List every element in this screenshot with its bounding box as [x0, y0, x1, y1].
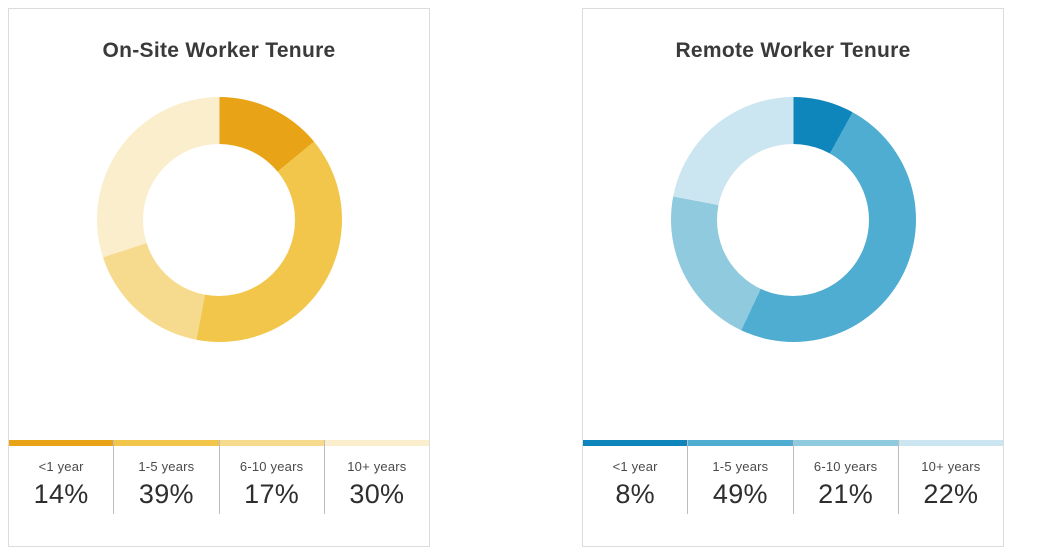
legend-label: 6-10 years: [239, 459, 304, 474]
donut-hole: [143, 143, 295, 296]
legend-value: 8%: [615, 479, 655, 509]
legend-swatch: [114, 440, 219, 446]
legend-item: <1 year 8%: [583, 440, 688, 514]
chart-title: Remote Worker Tenure: [675, 39, 911, 62]
legend-value: 39%: [138, 479, 194, 509]
legend-item: 10+ years 22%: [897, 440, 1003, 514]
legend-label: <1 year: [38, 459, 84, 474]
legend-item: 6-10 years 17%: [218, 440, 324, 514]
legend-table: <1 year 8% 1-5 years 49% 6-10 years 21% …: [583, 440, 1003, 514]
legend-swatch: [793, 440, 898, 446]
legend-value: 14%: [33, 479, 89, 509]
legend-swatch: [583, 440, 688, 446]
legend-item: 10+ years 30%: [323, 440, 429, 514]
donut-chart-area: [9, 97, 429, 342]
legend-label: <1 year: [612, 459, 658, 474]
legend-value: 22%: [923, 479, 979, 509]
legend-swatch: [219, 440, 324, 446]
legend-swatch: [898, 440, 1003, 446]
chart-title: On-Site Worker Tenure: [102, 39, 336, 62]
onsite-tenure-card: On-Site Worker Tenure <1 year 14% 1-5 ye…: [8, 8, 430, 547]
legend-item: 1-5 years 39%: [113, 440, 219, 514]
legend-item: 1-5 years 49%: [687, 440, 793, 514]
legend-item: 6-10 years 21%: [792, 440, 898, 514]
legend-label: 1-5 years: [138, 459, 195, 474]
legend-item: <1 year 14%: [9, 440, 114, 514]
legend-label: 6-10 years: [813, 459, 878, 474]
legend-label: 10+ years: [921, 459, 981, 474]
legend-swatch: [9, 440, 114, 446]
donut-chart-area: [583, 97, 1003, 342]
legend-table: <1 year 14% 1-5 years 39% 6-10 years 17%…: [9, 440, 429, 514]
legend-value: 30%: [349, 479, 405, 509]
legend-value: 21%: [818, 479, 874, 509]
legend-swatch: [688, 440, 793, 446]
legend-value: 17%: [244, 479, 300, 509]
remote-donut-chart: [670, 97, 916, 342]
donut-hole: [717, 143, 869, 296]
legend-swatch: [324, 440, 429, 446]
legend-label: 10+ years: [347, 459, 407, 474]
remote-tenure-card: Remote Worker Tenure <1 year 8% 1-5 year…: [582, 8, 1004, 547]
legend-value: 49%: [712, 479, 768, 509]
legend-label: 1-5 years: [712, 459, 769, 474]
onsite-donut-chart: [96, 97, 342, 342]
